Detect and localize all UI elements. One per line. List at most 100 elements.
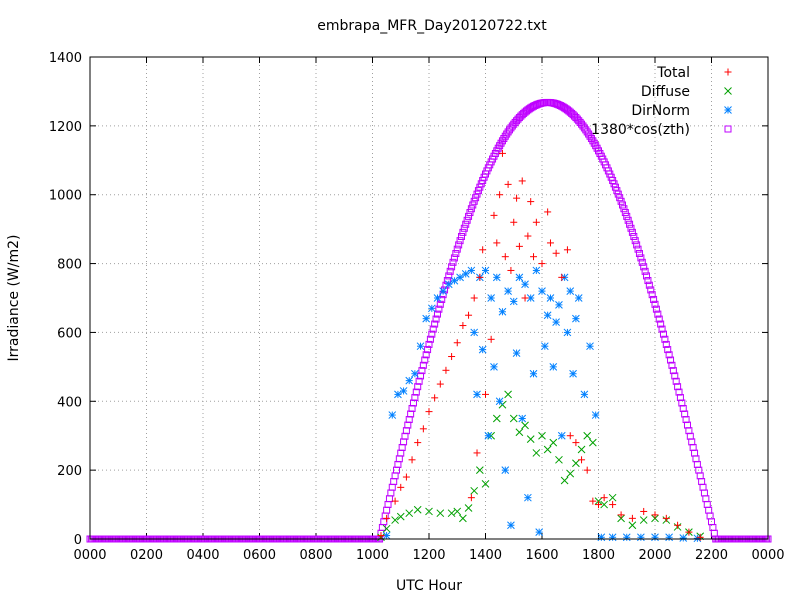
data-point: [412, 388, 420, 396]
x-tick-label: 0600: [243, 548, 276, 563]
data-point: [540, 342, 549, 351]
data-point: [435, 305, 443, 313]
data-point: [674, 383, 682, 391]
data-point: [450, 276, 459, 285]
data-point: [678, 399, 686, 407]
data-point: [637, 254, 645, 262]
data-point: [475, 466, 484, 474]
x-tick-label: 1800: [582, 548, 615, 563]
data-point: [391, 497, 399, 505]
data-point: [526, 435, 535, 444]
data-point: [408, 456, 416, 464]
data-point: [459, 322, 467, 330]
data-point: [693, 460, 701, 468]
data-point: [616, 194, 624, 202]
data-point: [409, 399, 417, 407]
data-point: [490, 211, 498, 219]
data-point: [459, 514, 467, 523]
data-point: [621, 209, 629, 217]
data-point: [555, 455, 563, 464]
data-point: [422, 314, 431, 323]
data-point: [647, 286, 655, 294]
data-point: [521, 280, 529, 289]
chart-title: embrapa_MFR_Day20120722.txt: [317, 18, 547, 34]
y-tick-label: 1400: [49, 51, 82, 66]
data-point: [529, 369, 538, 378]
data-point: [445, 272, 453, 280]
data-point: [459, 228, 467, 236]
data-point: [405, 376, 414, 385]
data-point: [492, 414, 501, 423]
data-point: [478, 345, 487, 354]
data-point: [481, 480, 490, 488]
data-point: [655, 315, 663, 323]
data-point: [432, 315, 440, 323]
data-point: [574, 294, 583, 302]
data-point: [549, 438, 558, 447]
data-point: [429, 325, 437, 333]
data-point: [674, 521, 682, 529]
data-point: [383, 506, 391, 514]
data-point: [638, 258, 646, 266]
y-tick-label: 400: [57, 395, 82, 410]
data-point: [456, 237, 464, 245]
data-point: [614, 190, 622, 198]
data-point: [453, 245, 461, 253]
data-point: [560, 476, 569, 485]
data-point: [643, 272, 651, 280]
data-point: [394, 390, 402, 399]
data-point: [691, 449, 699, 457]
data-point: [669, 367, 677, 375]
data-point: [634, 245, 642, 253]
data-point: [659, 330, 667, 338]
data-point: [524, 232, 532, 240]
x-tick-label: 0000: [73, 548, 106, 563]
data-point: [484, 431, 493, 440]
data-point: [414, 383, 422, 391]
data-point: [641, 267, 649, 275]
data-point: [426, 335, 434, 343]
data-point: [493, 239, 501, 247]
x-tick-label: 2000: [638, 548, 671, 563]
data-point: [419, 425, 427, 433]
data-point: [600, 494, 608, 502]
data-point: [425, 340, 433, 348]
data-point: [439, 287, 447, 295]
plot-frame: [89, 56, 769, 540]
data-point: [513, 194, 521, 202]
data-point: [465, 212, 473, 220]
data-point: [449, 258, 457, 266]
legend-label: Total: [656, 65, 690, 81]
data-point: [538, 431, 546, 440]
data-point: [490, 363, 498, 371]
data-point: [563, 246, 571, 254]
data-point: [504, 287, 512, 295]
x-tick-label: 0200: [130, 548, 163, 563]
data-point: [662, 514, 670, 522]
data-point: [664, 346, 672, 354]
data-point: [425, 408, 433, 416]
data-point: [619, 201, 627, 209]
data-point: [577, 445, 586, 454]
data-point: [507, 521, 515, 530]
data-point: [470, 328, 479, 337]
legend-label: 1380*cos(zth): [591, 122, 690, 138]
data-point: [630, 232, 638, 240]
x-tick-label: 1200: [412, 548, 445, 563]
data-point: [411, 394, 419, 402]
data-point: [391, 472, 399, 480]
data-point: [421, 356, 429, 364]
data-point: [623, 212, 631, 220]
data-point: [569, 369, 577, 378]
x-tick-label: 0000: [751, 548, 784, 563]
data-point: [530, 253, 538, 261]
data-point: [413, 505, 422, 514]
axis-ticks: 0000 0200 0400 0600 0800 1000 1200 1400 1600 1800…: [49, 51, 785, 563]
data-point: [496, 191, 504, 199]
y-tick-label: 0: [74, 533, 82, 548]
data-point: [595, 501, 602, 509]
data-point: [380, 518, 388, 526]
data-point: [628, 228, 636, 236]
data-point: [415, 377, 423, 385]
